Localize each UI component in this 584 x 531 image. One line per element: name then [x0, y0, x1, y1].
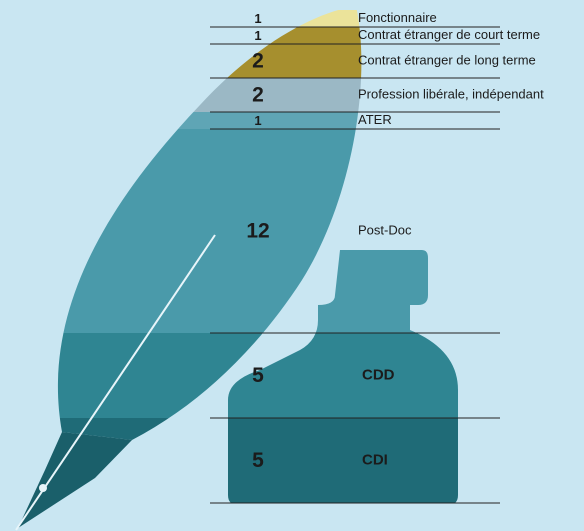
- band: [0, 10, 584, 27]
- category-label: Fonctionnaire: [358, 10, 437, 25]
- category-label: Profession libérale, indépendant: [358, 86, 544, 101]
- count-label: 5: [252, 449, 264, 472]
- band-group: [0, 10, 584, 503]
- count-label: 1: [254, 113, 261, 128]
- count-label: 2: [252, 50, 264, 73]
- category-label: CDD: [362, 366, 395, 383]
- pen-nib: [18, 432, 132, 528]
- category-label: CDI: [362, 451, 388, 468]
- infographic: 1 Fonctionnaire 1 Contrat étranger de court…: [0, 0, 584, 531]
- page: {"chart_data": {"type": "pictorial-stack…: [0, 0, 584, 531]
- category-label: Post-Doc: [358, 222, 412, 237]
- band: [0, 112, 584, 129]
- count-label: 2: [252, 84, 264, 107]
- count-label: 1: [254, 28, 261, 43]
- category-label: Contrat étranger de long terme: [358, 52, 536, 67]
- count-label: 12: [246, 220, 269, 243]
- band: [0, 333, 584, 418]
- category-label: ATER: [358, 112, 392, 127]
- count-label: 1: [254, 11, 261, 26]
- category-label: Contrat étranger de court terme: [358, 27, 540, 42]
- band: [0, 129, 584, 333]
- count-label: 5: [252, 364, 264, 387]
- nib-hole: [39, 484, 47, 492]
